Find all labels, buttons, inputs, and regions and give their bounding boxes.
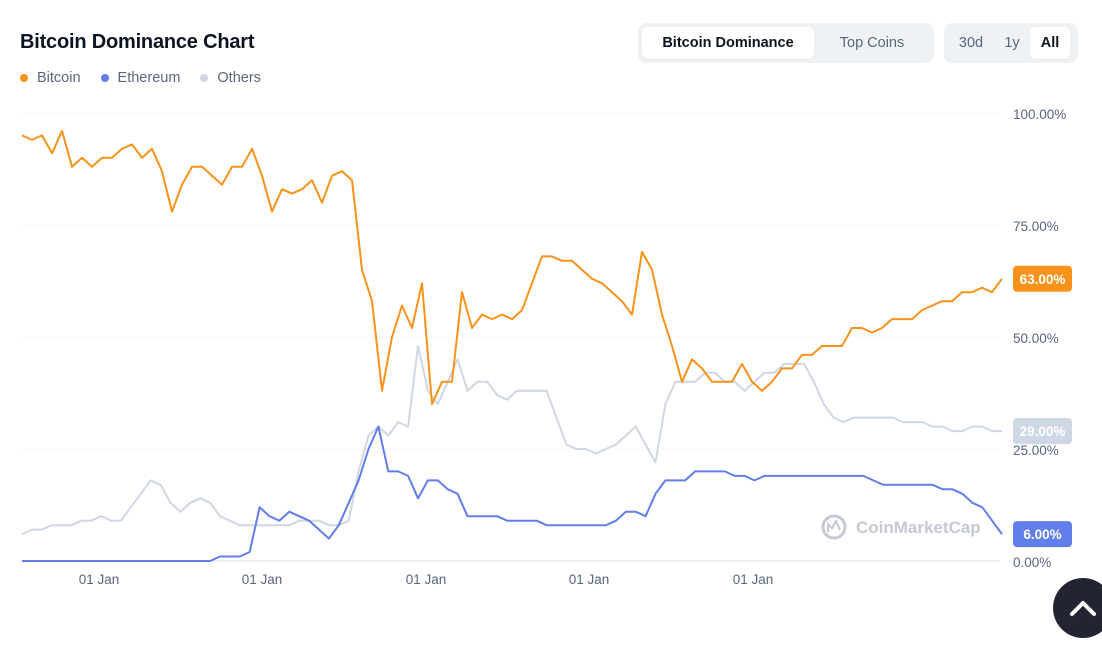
chevron-up-icon — [1070, 601, 1096, 616]
value-badge-text-others: 29.00% — [1020, 424, 1066, 439]
range-30d-button[interactable]: 30d — [958, 35, 984, 51]
x-tick-label: 01 Jan — [79, 572, 120, 587]
chart-title: Bitcoin Dominance Chart — [20, 31, 255, 53]
legend-item-others[interactable]: Others — [200, 70, 261, 86]
y-tick-label: 0.00% — [1013, 555, 1051, 570]
legend-item-ethereum[interactable]: Ethereum — [100, 70, 181, 86]
y-tick-label: 100.00% — [1013, 107, 1066, 122]
watermark-text: CoinMarketCap — [856, 518, 981, 537]
x-tick-label: 01 Jan — [242, 572, 283, 587]
x-tick-label: 01 Jan — [733, 572, 774, 587]
x-axis-ticks: 01 Jan 01 Jan 01 Jan 01 Jan 01 Jan — [79, 572, 774, 587]
bitcoin-dot-icon — [20, 74, 28, 82]
grid-lines — [22, 112, 1000, 562]
value-badge-bitcoin — [1013, 265, 1072, 292]
scroll-to-top-button[interactable] — [1053, 578, 1102, 638]
series-line-bitcoin — [21, 129, 1003, 406]
y-tick-label: 25.00% — [1013, 443, 1059, 458]
value-badge-text-bitcoin: 63.00% — [1020, 272, 1066, 287]
y-tick-label: 50.00% — [1013, 331, 1059, 346]
y-tick-label: 75.00% — [1013, 219, 1059, 234]
range-all-button[interactable]: All — [1030, 27, 1070, 59]
series-line-ethereum — [22, 425, 1003, 562]
legend-label-ethereum: Ethereum — [117, 70, 181, 86]
coinmarketcap-logo-icon — [821, 514, 847, 540]
legend: Bitcoin Ethereum Others — [20, 70, 261, 86]
ethereum-dot-icon — [100, 74, 109, 82]
others-dot-icon — [200, 74, 209, 82]
coinmarketcap-watermark: CoinMarketCap — [821, 514, 981, 540]
time-range-toggle: 30d 1y All — [944, 23, 1078, 63]
value-badge-text-ethereum: 6.00% — [1023, 527, 1061, 542]
series-lines — [21, 129, 1003, 562]
series-line-others — [21, 345, 1002, 536]
x-tick-label: 01 Jan — [406, 572, 447, 587]
tab-top-coins[interactable]: Top Coins — [839, 35, 905, 51]
coinmarketcap-logo-mark-icon — [827, 518, 841, 532]
range-1y-button[interactable]: 1y — [1004, 35, 1020, 51]
x-tick-label: 01 Jan — [569, 572, 610, 587]
y-axis-ticks: 100.00% 75.00% 50.00% 25.00% 0.00% — [1013, 107, 1066, 570]
value-badge-others — [1013, 418, 1072, 445]
current-value-badges: 63.00% 29.00% 6.00% — [1013, 265, 1072, 548]
legend-label-bitcoin: Bitcoin — [37, 70, 81, 86]
chart-type-toggle: Bitcoin Dominance Top Coins — [638, 23, 934, 63]
value-badge-ethereum — [1013, 521, 1072, 548]
tab-bitcoin-dominance[interactable]: Bitcoin Dominance — [642, 27, 814, 59]
legend-label-others: Others — [217, 70, 261, 86]
legend-item-bitcoin[interactable]: Bitcoin — [20, 70, 81, 86]
